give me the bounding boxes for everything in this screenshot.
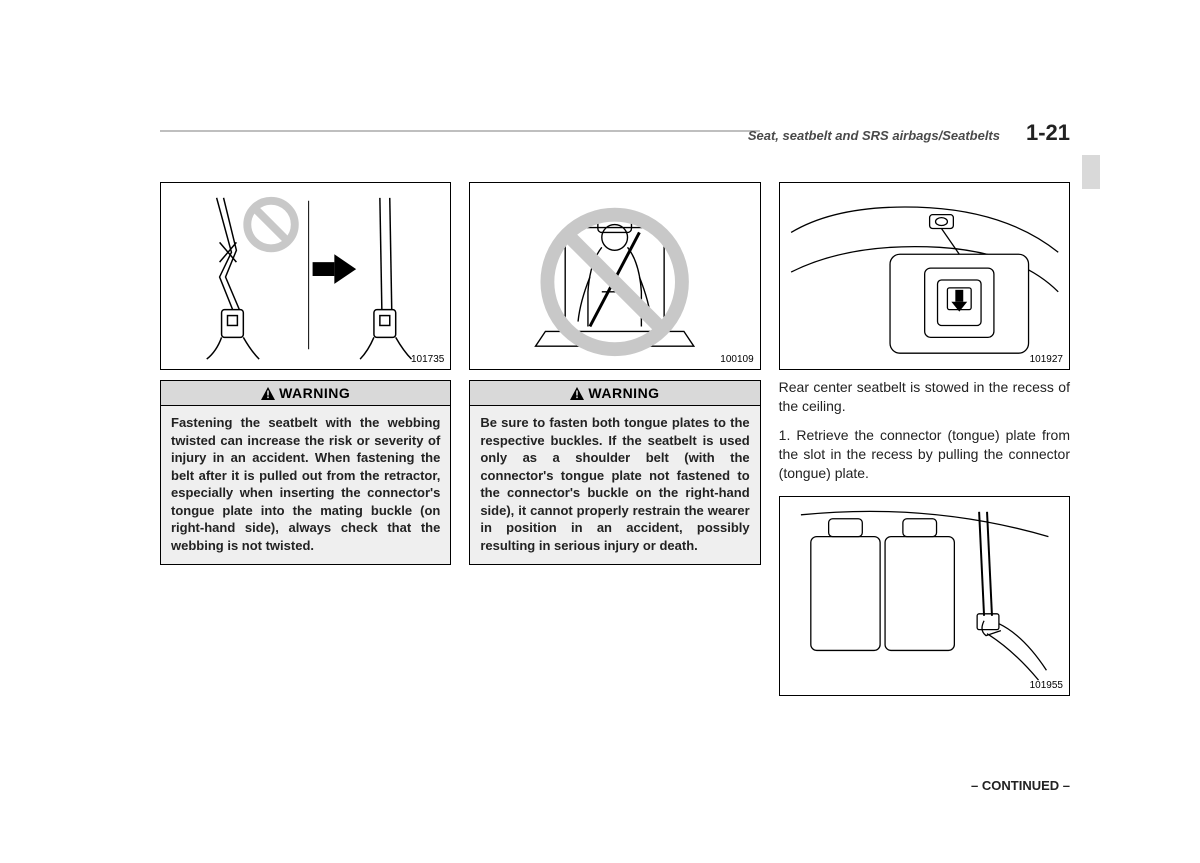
figure-pulling-belt: 101955: [779, 496, 1070, 696]
warning-box-1: WARNING Fastening the seatbelt with the …: [160, 380, 451, 565]
warning-triangle-icon: [261, 387, 275, 400]
figure-shoulder-only: 100109: [469, 182, 760, 370]
header-rule: [160, 130, 760, 132]
warning-label: WARNING: [588, 385, 659, 401]
prohibition-icon: [247, 201, 294, 248]
intro-paragraph: Rear center seatbelt is stowed in the re…: [779, 378, 1070, 416]
warning-text: Fastening the seatbelt with the webbing …: [161, 406, 450, 564]
column-2: 100109 WARNING Be sure to fasten both to…: [469, 182, 760, 696]
warning-triangle-icon: [570, 387, 584, 400]
step-1-text: 1. Retrieve the connector (tongue) plate…: [779, 426, 1070, 483]
warning-heading: WARNING: [470, 381, 759, 406]
breadcrumb: Seat, seatbelt and SRS airbags/Seatbelts: [748, 128, 1000, 143]
figure-id: 101927: [1030, 354, 1063, 365]
figure-id: 100109: [720, 354, 753, 365]
warning-label: WARNING: [279, 385, 350, 401]
content-columns: 101735 WARNING Fastening the seatbelt wi…: [160, 182, 1070, 696]
column-1: 101735 WARNING Fastening the seatbelt wi…: [160, 182, 451, 696]
figure-twisted-belt: 101735: [160, 182, 451, 370]
figure-id: 101955: [1030, 680, 1063, 691]
warning-text: Be sure to fasten both tongue plates to …: [470, 406, 759, 564]
arrow-right-icon: [313, 254, 357, 284]
continued-label: – CONTINUED –: [971, 778, 1070, 793]
column-3: 101927 Rear center seatbelt is stowed in…: [779, 182, 1070, 696]
twisted-belt-illustration: [161, 183, 450, 369]
warning-heading: WARNING: [161, 381, 450, 406]
pulling-belt-illustration: [780, 497, 1069, 695]
warning-box-2: WARNING Be sure to fasten both tongue pl…: [469, 380, 760, 565]
shoulder-belt-illustration: [470, 183, 759, 369]
ceiling-recess-illustration: [780, 183, 1069, 369]
page-number: 1-21: [1026, 120, 1070, 146]
figure-id: 101735: [411, 354, 444, 365]
prohibition-icon: [548, 215, 683, 350]
figure-ceiling-recess: 101927: [779, 182, 1070, 370]
section-tab: [1082, 155, 1100, 189]
manual-page: Seat, seatbelt and SRS airbags/Seatbelts…: [0, 0, 1200, 863]
